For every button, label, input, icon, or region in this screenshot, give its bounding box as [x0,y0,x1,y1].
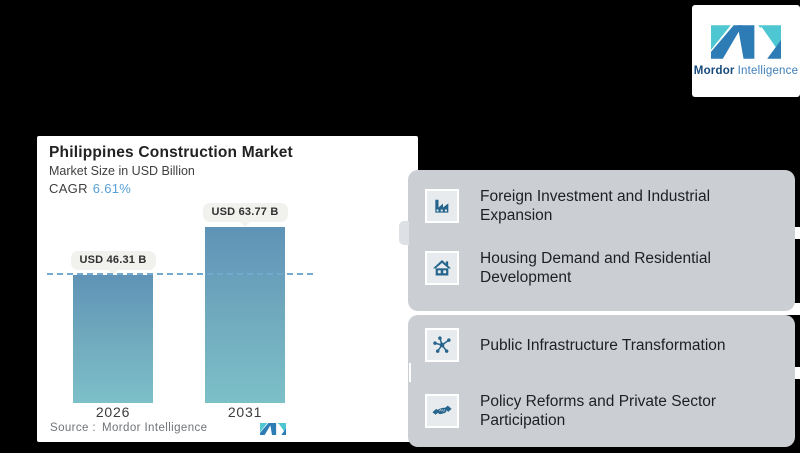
chart-subtitle: Market Size in USD Billion [49,164,195,178]
bar-group-2026: USD 46.31 B [70,251,156,403]
driver-item: Housing Demand and Residential Developme… [408,240,795,296]
mordor-intelligence-logo-mark-small [260,422,286,435]
card-layer-edge [795,367,800,379]
drivers-card-bottom: Public Infrastructure Transformation [408,315,795,447]
driver-item: Policy Reforms and Private Sector Partic… [408,383,795,439]
card-layer-edge [399,221,409,245]
source-line: Source : Mordor Intelligence [50,422,207,434]
driver-text: Foreign Investment and Industrial Expans… [480,188,711,224]
source-label: Source : [50,422,97,434]
house-icon [425,251,459,285]
driver-text: Public Infrastructure Transformation [480,336,726,354]
brand-logo-card: Mordor Intelligence [692,5,800,97]
x-axis-label-2026: 2026 [95,404,131,420]
value-label-2026: USD 46.31 B [70,251,156,270]
drivers-card-top: Foreign Investment and Industrial Expans… [408,170,795,311]
cagr-value: 6.61% [92,181,132,196]
dashed-reference-line [47,273,313,275]
cagr-line: CAGR 6.61% [49,181,131,196]
value-label-pointer [108,270,118,275]
bar-2031 [205,227,285,403]
market-chart-panel: Philippines Construction Market Market S… [37,136,418,442]
handshake-icon [425,394,459,428]
driver-item: Public Infrastructure Transformation [408,317,795,373]
brand-name-light: Intelligence [737,65,799,77]
brand-wordmark: Mordor Intelligence [694,65,798,77]
cagr-label: CAGR [49,181,88,196]
source-value: Mordor Intelligence [102,422,208,434]
brand-name-bold: Mordor [693,65,735,77]
bar-group-2031: USD 63.77 B [202,203,288,403]
x-axis-label-2031: 2031 [227,404,263,420]
driver-text: Housing Demand and Residential Developme… [480,250,711,286]
bar-2026 [73,275,153,403]
value-label-pointer [240,222,250,227]
mordor-intelligence-logo-mark [711,25,781,59]
driver-item: Foreign Investment and Industrial Expans… [408,178,795,234]
driver-text: Policy Reforms and Private Sector Partic… [480,393,717,429]
card-layer-edge [795,227,800,239]
chart-title: Philippines Construction Market [49,144,293,161]
value-label-2031: USD 63.77 B [202,203,288,222]
card-layer-edge [409,363,411,382]
factory-icon [425,189,459,223]
network-icon [425,328,459,362]
